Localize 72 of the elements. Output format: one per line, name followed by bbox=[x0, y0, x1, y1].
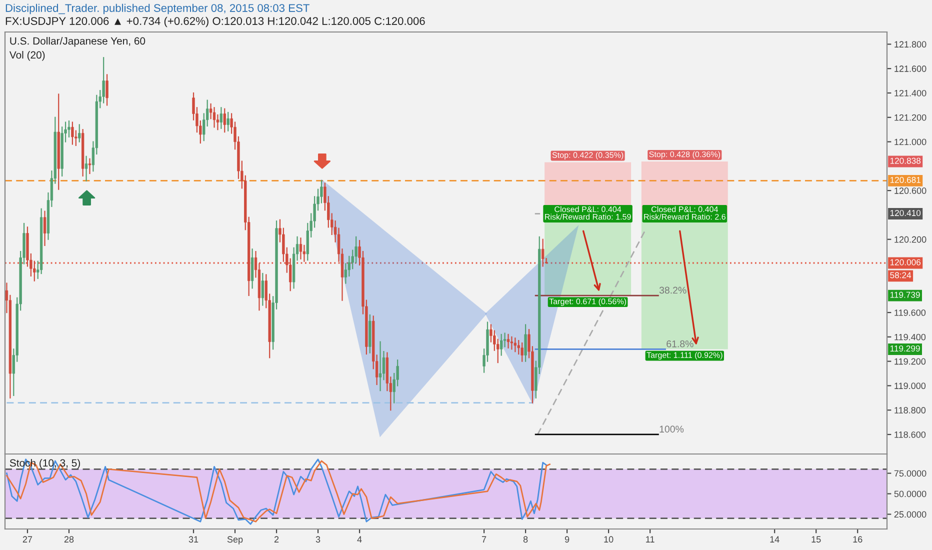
y-tick-label: 119.000 bbox=[894, 382, 926, 390]
candlestick bbox=[500, 334, 503, 356]
candlestick bbox=[524, 324, 527, 362]
x-tick-label: 9 bbox=[564, 536, 570, 543]
annotation: Vol (20) bbox=[9, 51, 45, 61]
y-tick-label: 121.000 bbox=[894, 138, 926, 146]
y-tick-label: 119.600 bbox=[894, 309, 926, 316]
candlestick bbox=[220, 107, 223, 129]
y-tick-label: 75.0000 bbox=[894, 470, 926, 477]
annotation: Closed P&L: 0.404 Risk/Reward Ratio: 1.59 bbox=[545, 206, 631, 220]
y-tick-label: 118.800 bbox=[894, 407, 926, 414]
candlestick bbox=[542, 238, 544, 267]
candlestick bbox=[88, 158, 92, 174]
y-tick-label: 118.600 bbox=[894, 431, 926, 438]
annotation: Target: 0.671 (0.56%) bbox=[549, 298, 626, 306]
x-tick-label: 31 bbox=[188, 536, 198, 543]
candlestick bbox=[212, 107, 216, 128]
y-tick-label: 121.400 bbox=[894, 90, 926, 96]
x-tick-label: 10 bbox=[604, 536, 614, 543]
candlestick bbox=[506, 334, 510, 348]
candlestick bbox=[106, 74, 108, 106]
x-tick-label: 28 bbox=[64, 536, 74, 543]
candlestick bbox=[71, 122, 74, 145]
candlestick bbox=[514, 338, 517, 352]
y-tick-label: 119.200 bbox=[894, 358, 926, 365]
annotation: Closed P&L: 0.404 Risk/Reward Ratio: 2.6 bbox=[644, 206, 726, 220]
candlestick bbox=[261, 272, 264, 306]
y-tick-label: 121.800 bbox=[894, 41, 926, 48]
x-tick-label: 8 bbox=[523, 536, 528, 543]
annotation: 119.739 bbox=[890, 292, 920, 298]
candlestick bbox=[250, 248, 254, 289]
candlestick bbox=[226, 112, 230, 132]
x-tick-label: 7 bbox=[482, 536, 486, 542]
ref-line-label: 120.006 bbox=[890, 259, 921, 266]
x-tick-label: 15 bbox=[812, 536, 821, 543]
chart-subtitle: FX:USDJPY 120.006 ▲ +0.734 (+0.62%) O:120.013 H:120.042 L:120.005 C:120.006 bbox=[6, 16, 425, 28]
candlestick bbox=[84, 156, 88, 182]
annotation: 120.838 bbox=[890, 158, 921, 164]
annotation: 61.8% bbox=[666, 340, 694, 348]
candlestick bbox=[43, 210, 46, 246]
x-tick-label: 27 bbox=[22, 536, 32, 542]
y-tick-label: 119.400 bbox=[894, 334, 926, 340]
annotation: 119.299 bbox=[890, 345, 920, 352]
annotation: U.S. Dollar/Japanese Yen, 60 bbox=[10, 37, 146, 47]
annotation: Target: 1.111 (0.92%) bbox=[646, 352, 722, 360]
annotation: Stop: 0.422 (0.35%) bbox=[552, 152, 624, 160]
x-tick-label: 2 bbox=[274, 536, 279, 542]
annotation: 58:24 bbox=[890, 272, 912, 278]
y-tick-label: 121.600 bbox=[894, 66, 926, 72]
y-tick-label: 120.200 bbox=[894, 236, 926, 243]
chart-title: Disciplined_Trader. published September 08, 2015 08:03 EST bbox=[6, 4, 310, 14]
y-tick-label: 121.200 bbox=[894, 114, 926, 121]
y-tick-label: 50.0000 bbox=[894, 490, 926, 498]
candlestick bbox=[223, 108, 226, 133]
candlestick bbox=[299, 238, 302, 260]
candlestick bbox=[378, 341, 382, 392]
annotation: 38.2% bbox=[659, 286, 686, 294]
candlestick bbox=[510, 336, 514, 350]
x-tick-label: 4 bbox=[357, 536, 362, 542]
y-tick-label: 25.0000 bbox=[894, 511, 926, 518]
annotation: 100% bbox=[660, 426, 684, 433]
x-tick-label: 16 bbox=[853, 536, 862, 543]
x-tick-label: 3 bbox=[316, 536, 320, 543]
y-tick-label: 120.600 bbox=[894, 188, 926, 194]
ref-line-label: 120.681 bbox=[890, 176, 920, 183]
x-tick-label: 14 bbox=[770, 536, 780, 542]
x-tick-label: 11 bbox=[646, 536, 654, 542]
annotation: 120.410 bbox=[890, 210, 921, 216]
candlestick bbox=[78, 124, 81, 142]
candlestick bbox=[520, 342, 524, 362]
annotation: Stop: 0.428 (0.36%) bbox=[649, 151, 720, 159]
x-tick-label: Sep bbox=[227, 536, 243, 544]
